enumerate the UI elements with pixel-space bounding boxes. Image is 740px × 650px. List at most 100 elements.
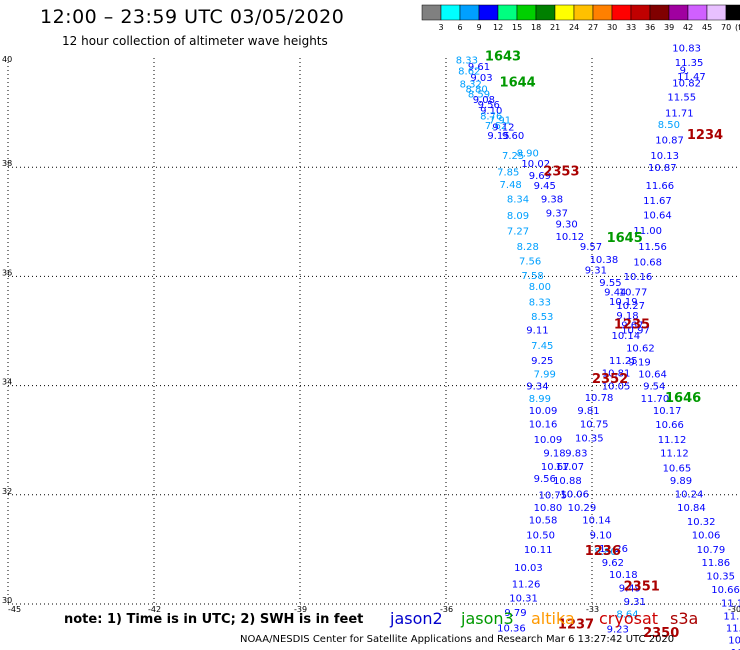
- wave-height-label: 9.44: [604, 288, 626, 299]
- wave-height-label: 9.37: [546, 208, 568, 219]
- wave-height-label: 10.16: [529, 420, 558, 431]
- wave-height-label: 10.83: [672, 43, 701, 54]
- wave-height-label: 11.35: [675, 58, 704, 69]
- wave-height-label: 11.67: [643, 196, 672, 207]
- wave-height-label: 10.02: [521, 159, 550, 170]
- wave-height-label: 9.: [680, 65, 690, 76]
- wave-height-label: 9.69: [529, 171, 551, 182]
- wave-height-label: 9.49: [619, 583, 641, 594]
- wave-height-label: 9.54: [643, 381, 665, 392]
- legend-label: 6: [458, 23, 463, 32]
- wave-height-label: 11.00: [633, 226, 662, 237]
- mission-jason2: jason2: [390, 609, 443, 628]
- credit-text: NOAA/NESDIS Center for Satellite Applica…: [240, 634, 675, 645]
- legend-label: 18: [531, 23, 541, 32]
- legend-swatch: [592, 4, 613, 21]
- legend-swatch: [459, 4, 480, 21]
- wave-height-label: 10.36: [497, 623, 526, 634]
- wave-height-label: 8.34: [507, 195, 529, 206]
- wave-height-label: 9.31: [624, 597, 646, 608]
- wave-height-label: 11.25: [609, 356, 638, 367]
- wave-height-label: 10.24: [675, 490, 704, 501]
- wave-height-label: 10.35: [575, 433, 604, 444]
- wave-height-label: 10.27: [616, 301, 645, 312]
- y-tick-label: 30: [2, 596, 12, 605]
- legend-swatch: [687, 4, 708, 21]
- wave-height-label: 9.89: [670, 476, 692, 487]
- legend-swatch: [535, 4, 556, 21]
- legend-label: 27: [588, 23, 598, 32]
- wave-height-label: 10.68: [633, 257, 662, 268]
- wave-height-label: 9.08: [473, 95, 495, 106]
- wave-height-label: 10.29: [568, 503, 597, 514]
- wave-height-label: 10.79: [697, 545, 726, 556]
- wave-height-label: 11.12: [658, 435, 687, 446]
- wave-height-label: 9.15: [487, 131, 509, 142]
- wave-height-label: 11.1: [726, 623, 740, 634]
- wave-height-label: 11.47: [677, 72, 706, 83]
- legend-label: 30: [607, 23, 617, 32]
- wave-height-label: 10.80: [534, 503, 563, 514]
- wave-height-label: 10.05: [602, 381, 631, 392]
- wave-height-label: 7.99: [534, 369, 556, 380]
- legend-swatch: [516, 4, 537, 21]
- wave-height-label: 10.38: [590, 255, 619, 266]
- y-tick-label: 40: [2, 55, 12, 64]
- wave-height-label: 8.00: [529, 282, 551, 293]
- wave-height-label: 8.59: [468, 89, 490, 100]
- time-label: 2353: [543, 164, 579, 179]
- wave-height-label: 8.53: [531, 312, 553, 323]
- wave-height-label: 7.85: [497, 167, 519, 178]
- wave-height-label: 10.64: [638, 369, 667, 380]
- wave-height-label: 10.87: [648, 163, 677, 174]
- wave-height-label: 10.67: [541, 462, 570, 473]
- wave-height-label: 10.16: [624, 272, 653, 283]
- legend-swatch: [440, 4, 461, 21]
- chart-subtitle: 12 hour collection of altimeter wave hei…: [62, 34, 328, 48]
- legend-swatch: [421, 4, 442, 21]
- wave-height-label: 9.61: [468, 62, 490, 73]
- wave-height-label: 10.87: [655, 136, 684, 147]
- wave-height-label: 8.80: [465, 84, 487, 95]
- wave-height-label: 7.25: [502, 151, 524, 162]
- wave-height-label: 9.67: [621, 320, 643, 331]
- legend-swatch: [573, 4, 594, 21]
- wave-height-label: 8.50: [658, 120, 680, 131]
- wave-height-label: 10.31: [509, 593, 538, 604]
- legend-swatch: [630, 4, 651, 21]
- wave-height-label: 10.06: [560, 490, 589, 501]
- wave-height-label: 11.71: [665, 108, 694, 119]
- wave-height-label: 10.: [728, 635, 740, 646]
- wave-height-label: 8.62: [458, 66, 480, 77]
- time-label: 1643: [485, 50, 521, 65]
- wave-height-label: 9.34: [526, 381, 548, 392]
- wave-height-label: 9.18: [543, 449, 565, 460]
- legend-swatch: [611, 4, 632, 21]
- wave-height-label: 8.76: [480, 112, 502, 123]
- legend-label: 36: [645, 23, 655, 32]
- wave-height-label: 10.84: [677, 503, 706, 514]
- wave-height-label: 11.14: [723, 611, 740, 622]
- wave-height-label: 8.99: [529, 394, 551, 405]
- wave-height-label: 11.14: [721, 599, 740, 610]
- wave-height-label: 10.66: [655, 420, 684, 431]
- wave-height-label: 7.58: [521, 271, 543, 282]
- time-label: 1234: [687, 128, 723, 143]
- wave-height-label: 8.09: [507, 211, 529, 222]
- wave-height-label: 9.10: [480, 106, 502, 117]
- wave-height-label: 9.56: [478, 100, 500, 111]
- wave-height-label: 9.19: [629, 357, 651, 368]
- x-tick-label: -42: [148, 605, 161, 614]
- time-label: 1644: [500, 75, 536, 90]
- wave-height-label: 9.12: [492, 123, 514, 134]
- wave-height-label: 11.12: [660, 449, 689, 460]
- wave-height-label: 10.14: [611, 331, 640, 342]
- wave-height-label: 11.07: [556, 462, 585, 473]
- y-tick-label: 36: [2, 268, 12, 277]
- wave-height-label: 9.45: [534, 181, 556, 192]
- wave-height-label: 9.60: [502, 131, 524, 142]
- wave-height-label: 9.55: [599, 278, 621, 289]
- wave-height-label: 8.90: [517, 148, 539, 159]
- wave-height-label: 10.18: [609, 570, 638, 581]
- wave-height-label: 9.79: [504, 608, 526, 619]
